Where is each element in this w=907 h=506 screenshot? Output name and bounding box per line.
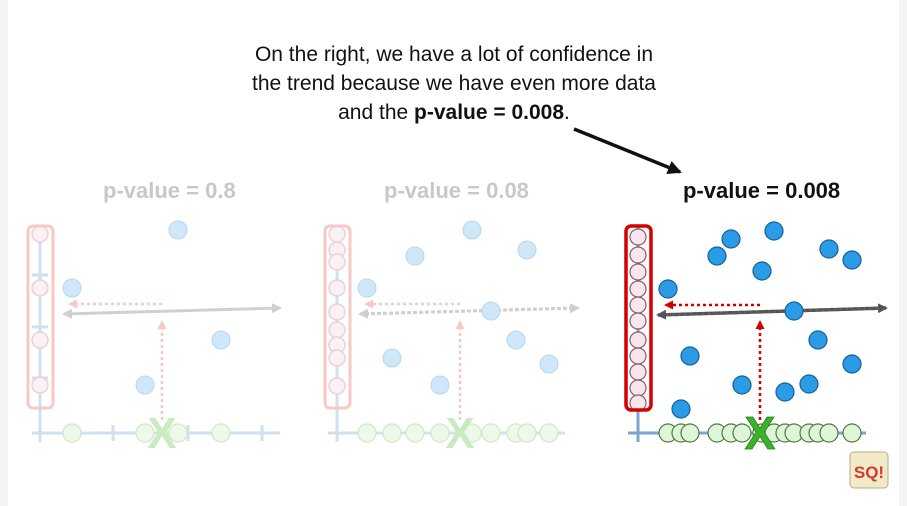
panel-3-data-point [764, 221, 784, 241]
panel-3-data-points [658, 221, 862, 419]
panel-3-y-projection-point [629, 246, 647, 264]
panel-2-data-point [506, 330, 526, 350]
panel-1-y-projection-point [31, 279, 49, 297]
panel-1-y-projection-point [31, 225, 49, 243]
panel-3-x-projection-point [819, 423, 839, 443]
panel-3-data-point [842, 354, 862, 374]
panel-1-pvalue-label: p-value = 0.8 [103, 178, 236, 203]
panel-2-x-projection-point [481, 423, 501, 443]
panel-3-x-projection-point [842, 423, 862, 443]
panel-3-data-point [658, 279, 678, 299]
panel-3-y-projection-point [629, 228, 647, 246]
panel-2-data-point [481, 301, 501, 321]
panel-2-x-projection-point [382, 423, 402, 443]
panel-3-y-projection-point [629, 363, 647, 381]
panel-3-horizontal-arrow-reverse [657, 303, 888, 317]
panel-2-data-point [382, 348, 402, 368]
panel-1-horizontal-arrow-reverse [63, 303, 282, 316]
panel-3-data-point [842, 250, 862, 270]
panel-1-x-projection-point [168, 423, 188, 443]
panel-2-x-projection-point [430, 423, 450, 443]
panel-1-x-projection-point [135, 423, 155, 443]
panel-1-data-point [135, 375, 155, 395]
panel-2-data-point [405, 246, 425, 266]
panel-2-y-projection-point [328, 321, 346, 339]
panel-3-data-point [721, 229, 741, 249]
panel-1-y-projection-point [31, 376, 49, 394]
panel-2-data-point [430, 375, 450, 395]
left-border [0, 0, 8, 506]
callout-arrow [573, 127, 682, 174]
panel-3-data-point [808, 330, 828, 350]
panel-2-x-projection-point [405, 423, 425, 443]
caption-line-3-suffix: . [564, 101, 570, 124]
panel-2-x-projection-point [462, 423, 482, 443]
panel-2-y-projection-point [328, 253, 346, 271]
panel-3-y-projection-point [629, 347, 647, 365]
panel-2-x-marker: X [445, 409, 474, 458]
panel-2-x-projection-point [517, 423, 537, 443]
logo-background [849, 451, 889, 489]
caption-line-2: the trend because we have even more data [252, 72, 656, 95]
panel-3-y-range-box [624, 224, 653, 412]
panel-1: X [26, 220, 282, 458]
panel-3-y-projection-point [629, 280, 647, 298]
panel-2-x-projection-point [539, 423, 559, 443]
panel-3-y-projection-point [629, 312, 647, 330]
panel-3-data-point [732, 375, 752, 395]
panel-3-data-point [707, 246, 727, 266]
panel-3-y-projection-point [629, 263, 647, 281]
panel-2-data-point [539, 354, 559, 374]
panel-2-y-projection-point [328, 303, 346, 321]
logo-text: SQ! [854, 463, 884, 482]
panel-1-x-projection-point [211, 423, 231, 443]
panel-2-y-projection-point [328, 377, 346, 395]
panel-3-y-projection-point [629, 379, 647, 397]
panel-3-data-point [799, 374, 819, 394]
caption-line-3-prefix: and the [338, 101, 415, 124]
panel-3-data-point [680, 346, 700, 366]
panel-1-data-point [62, 278, 82, 298]
panel-1-y-projection-point [31, 331, 49, 349]
panel-2-x-projection-point [357, 423, 377, 443]
panel-3-data-point [671, 399, 691, 419]
panel-2-data-point [517, 240, 537, 260]
panel-1-data-point [168, 220, 188, 240]
panel-3-data-point [775, 382, 795, 402]
panel-2-y-projection-point [328, 349, 346, 367]
panel-3-y-projection-point [629, 296, 647, 314]
panel-2: X [323, 220, 580, 458]
panel-2-data-point [357, 278, 377, 298]
panel-3-data-point [752, 261, 772, 281]
panel-3: X [624, 221, 888, 459]
panel-1-x-marker: X [147, 409, 176, 458]
panel-1-y-range-box [26, 224, 55, 410]
panel-3-x-projection-points [658, 423, 862, 443]
panel-2-horizontal-arrow-reverse [359, 303, 580, 316]
caption-pvalue-bold: p-value = 0.008 [414, 101, 565, 124]
panel-3-data-point [819, 239, 839, 259]
panel-2-pvalue-label: p-value = 0.08 [384, 178, 529, 203]
caption-line-1: On the right, we have a lot of confidenc… [254, 43, 654, 66]
panel-2-y-projection-point [328, 225, 346, 243]
panel-2-y-range-box [323, 224, 352, 410]
statquest-logo: SQ! [849, 451, 889, 489]
panel-2-y-projection-point [328, 279, 346, 297]
caption-text: On the right, we have a lot of confidenc… [200, 40, 708, 127]
panel-2-data-point [462, 220, 482, 240]
panel-3-x-projection-point [732, 423, 752, 443]
panel-1-data-point [211, 330, 231, 350]
panel-3-y-projection-points [629, 228, 647, 412]
panel-3-data-point [784, 301, 804, 321]
panel-3-pvalue-label: p-value = 0.008 [683, 178, 841, 203]
panel-3-x-projection-point [680, 423, 700, 443]
panel-3-y-projection-point [629, 331, 647, 349]
caption-line-3: and the p-value = 0.008. [200, 98, 708, 127]
panel-1-x-projection-point [62, 423, 82, 443]
panel-3-x-marker: X [745, 407, 776, 459]
right-border [899, 0, 907, 506]
